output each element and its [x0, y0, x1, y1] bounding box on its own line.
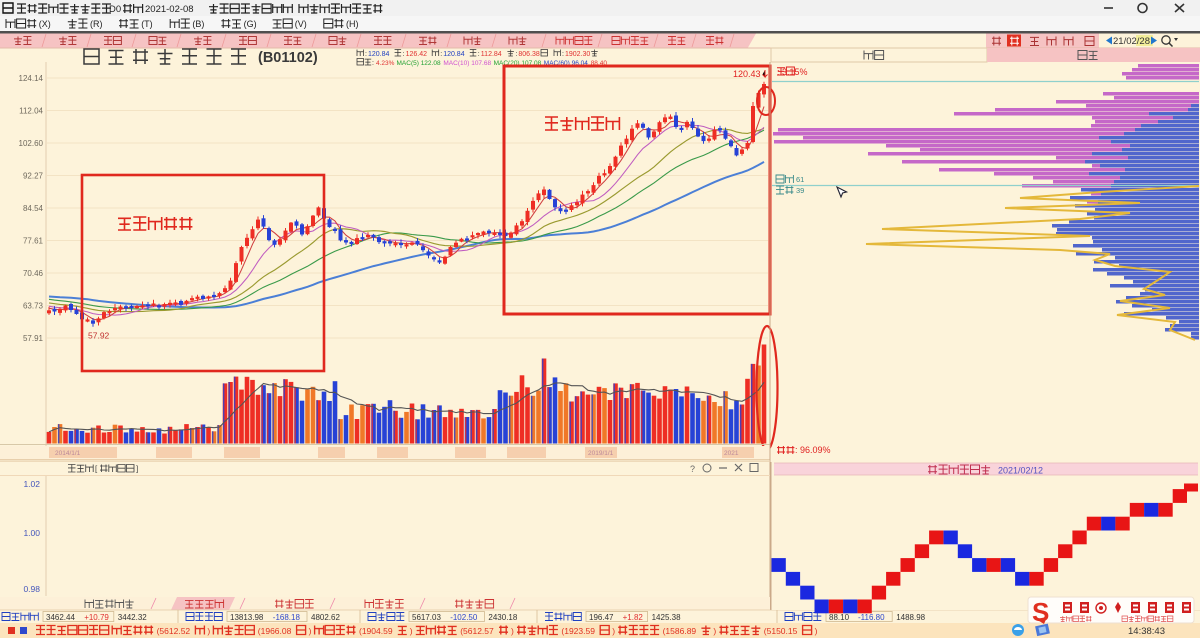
svg-text:-102.50: -102.50: [450, 613, 478, 622]
svg-text:+10.79: +10.79: [84, 613, 109, 622]
svg-text:39: 39: [796, 186, 804, 195]
svg-text:MAC(10) 107.68: MAC(10) 107.68: [443, 60, 491, 67]
svg-text:57.91: 57.91: [23, 334, 44, 343]
svg-text:): ): [511, 626, 514, 636]
svg-text::: :: [403, 51, 405, 58]
svg-text:1.02: 1.02: [23, 479, 40, 489]
svg-text:(B01102): (B01102): [258, 50, 318, 66]
svg-text:5617.03: 5617.03: [412, 613, 441, 622]
svg-text:2021-02-08: 2021-02-08: [145, 4, 194, 15]
svg-text:0.98: 0.98: [23, 584, 40, 594]
svg-text:21/02/28: 21/02/28: [1113, 36, 1150, 47]
svg-text:120.84: 120.84: [443, 51, 465, 58]
svg-text:(H): (H): [346, 19, 359, 29]
svg-text:4802.62: 4802.62: [311, 613, 340, 622]
svg-text:1902.30: 1902.30: [565, 51, 590, 58]
svg-text:1.00: 1.00: [23, 528, 40, 538]
svg-text:): ): [207, 626, 210, 636]
svg-text:806.38: 806.38: [518, 51, 540, 58]
svg-text::: :: [515, 51, 517, 58]
svg-text::: :: [562, 51, 564, 58]
svg-text:92.27: 92.27: [23, 172, 44, 181]
svg-text:4.23%: 4.23%: [376, 60, 395, 67]
svg-text:): ): [612, 626, 615, 636]
svg-text:: 96.09%: : 96.09%: [795, 445, 831, 455]
svg-text:1488.98: 1488.98: [896, 613, 925, 622]
svg-text:112.84: 112.84: [481, 51, 502, 58]
svg-text:84.54: 84.54: [23, 204, 44, 213]
svg-text:(T): (T): [141, 19, 153, 29]
svg-text:88.40: 88.40: [591, 60, 608, 67]
svg-text:102.60: 102.60: [19, 139, 44, 148]
svg-text:120.43: 120.43: [733, 69, 761, 79]
svg-text:-168.18: -168.18: [273, 613, 301, 622]
svg-text:3442.32: 3442.32: [118, 613, 147, 622]
svg-text:+1.82: +1.82: [623, 613, 644, 622]
svg-text:(1904.59: (1904.59: [359, 626, 393, 636]
svg-text:]: ]: [136, 465, 138, 474]
svg-text:63.73: 63.73: [23, 302, 44, 311]
svg-text:2021/02/12: 2021/02/12: [998, 466, 1043, 476]
svg-text:1425.38: 1425.38: [652, 613, 681, 622]
svg-text:(5150.15: (5150.15: [764, 626, 798, 636]
svg-text:(5612.57: (5612.57: [460, 626, 494, 636]
svg-text:2019/1/1: 2019/1/1: [588, 450, 614, 457]
svg-text:77.61: 77.61: [23, 237, 44, 246]
svg-text:S: S: [1032, 597, 1049, 627]
svg-text:(B): (B): [192, 19, 204, 29]
svg-text:MAC(60) 96.04: MAC(60) 96.04: [544, 60, 588, 67]
svg-text:112.04: 112.04: [19, 107, 43, 116]
svg-text:120.84: 120.84: [368, 51, 390, 58]
svg-text:57.92: 57.92: [88, 331, 110, 341]
svg-text:(X): (X): [39, 19, 51, 29]
svg-text:[: [: [95, 465, 98, 474]
svg-text:D0: D0: [109, 4, 121, 15]
svg-text::: :: [372, 60, 374, 67]
svg-text:124.14: 124.14: [19, 74, 44, 83]
svg-text:14:38:43: 14:38:43: [1128, 626, 1165, 637]
svg-text:MAC(5) 122.08: MAC(5) 122.08: [397, 60, 441, 67]
svg-text:196.47: 196.47: [589, 613, 614, 622]
svg-text:(1966.08: (1966.08: [258, 626, 292, 636]
svg-text:2014/1/1: 2014/1/1: [55, 450, 81, 457]
svg-text:(G): (G): [244, 19, 257, 29]
svg-text::: :: [365, 51, 367, 58]
svg-text:): ): [410, 626, 413, 636]
svg-text:70.46: 70.46: [23, 269, 44, 278]
svg-text:13813.98: 13813.98: [230, 613, 264, 622]
svg-text:-116.80: -116.80: [858, 613, 885, 622]
svg-text:): ): [713, 626, 716, 636]
svg-text:(1586.89: (1586.89: [663, 626, 697, 636]
svg-text:: 3.15%: : 3.15%: [777, 67, 808, 77]
svg-text:): ): [815, 626, 818, 636]
svg-text:(V): (V): [295, 19, 307, 29]
svg-text:126.42: 126.42: [406, 51, 428, 58]
svg-text:(5612.52: (5612.52: [157, 626, 191, 636]
svg-text:61: 61: [796, 175, 804, 184]
svg-text:?: ?: [690, 464, 695, 474]
svg-text:MAC(20) 107.08: MAC(20) 107.08: [494, 60, 542, 67]
svg-text:3462.44: 3462.44: [46, 613, 75, 622]
svg-text:(R): (R): [90, 19, 103, 29]
svg-text:2021: 2021: [724, 450, 739, 457]
svg-text::: :: [440, 51, 442, 58]
svg-text:(1923.59: (1923.59: [561, 626, 595, 636]
svg-text::: :: [478, 51, 480, 58]
svg-text:2430.18: 2430.18: [488, 613, 517, 622]
svg-text:88.10: 88.10: [829, 613, 850, 622]
svg-text:): ): [309, 626, 312, 636]
